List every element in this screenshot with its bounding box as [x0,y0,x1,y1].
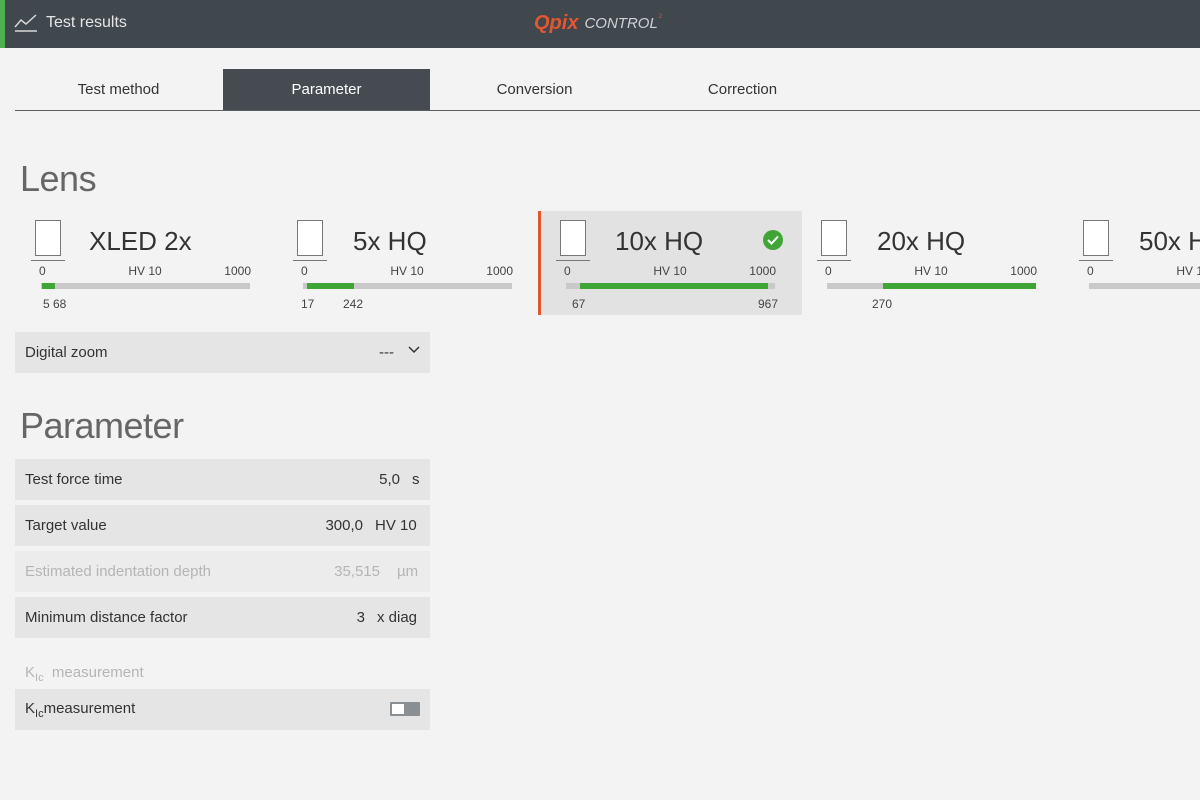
check-icon [763,230,783,250]
scale-min: 0 [564,264,571,278]
range-low: 5 [43,297,50,311]
indentation-depth-label: Estimated indentation depth [25,563,211,580]
range-bar [41,283,250,289]
range-high: 68 [53,297,67,311]
lens-icon [1079,220,1113,261]
indentation-depth-row: Estimated indentation depth 35,515 µm [15,551,430,592]
lens-name: XLED 2x [89,226,192,256]
min-distance-value[interactable]: 3 [356,609,365,626]
target-value-row[interactable]: Target value 300,0 HV 10 [15,505,430,546]
page-title: Test results [46,14,127,31]
chart-icon[interactable] [14,12,38,32]
lens-card-xled-2x[interactable]: XLED 2x 0 HV 10 1000 5 68 [14,211,276,315]
kic-row-sub: Ic [35,708,44,720]
min-distance-row[interactable]: Minimum distance factor 3 x diag [15,597,430,638]
scale-min: 0 [825,264,832,278]
kic-heading: KIc measurement [25,664,144,684]
lens-section-title: Lens [20,158,97,199]
range-bar [566,283,775,289]
min-distance-unit: x diag [377,609,418,626]
scale-max: 1000 [224,264,251,278]
brand-name: Qpix [534,12,579,34]
range-bar [303,283,512,289]
kic-measurement-toggle[interactable] [390,702,420,716]
lens-icon [556,220,590,261]
digital-zoom-select[interactable]: Digital zoom --- [15,332,430,373]
lens-name: 10x HQ [615,226,704,256]
range-fill [307,283,354,289]
chevron-down-icon [408,346,420,354]
min-distance-label: Minimum distance factor [25,609,188,626]
lens-card-10x-hq[interactable]: 10x HQ 0 HV 10 1000 67 967 [538,211,802,315]
lens-card-50x-hq[interactable]: 50x HQ 0 HV 10 [1062,211,1200,315]
kic-row-k: K [25,700,36,717]
lens-name: 20x HQ [877,226,966,256]
target-value-label: Target value [25,517,107,534]
scale-unit: HV 10 [914,264,948,278]
lens-icon [817,220,851,261]
tab-conversion[interactable]: Conversion [496,81,573,98]
digital-zoom-label: Digital zoom [25,344,108,361]
range-bar [827,283,1036,289]
lens-icon [31,220,65,261]
range-fill [883,283,1036,289]
kic-sub: Ic [35,672,44,684]
kic-row-text: measurement [43,700,136,717]
kic-measurement-label: KIcmeasurement [25,700,135,720]
scale-min: 0 [39,264,46,278]
scale-unit: HV 10 [390,264,424,278]
scale-unit: HV 10 [653,264,687,278]
range-high: 242 [343,297,364,311]
scale-unit: HV 10 [128,264,162,278]
indentation-depth-value: 35,515 [334,563,380,580]
target-value-value[interactable]: 300,0 [325,517,363,534]
parameter-section-title: Parameter [20,405,184,446]
test-force-time-unit: s [412,471,420,488]
test-force-time-label: Test force time [25,471,123,488]
scale-max: 1000 [1010,264,1037,278]
range-bar [1089,283,1200,289]
tab-test-method[interactable]: Test method [77,81,160,98]
range-high: 967 [758,297,779,311]
scale-max: 1000 [749,264,776,278]
top-bar: Test results Qpix CONTROL 2 [0,0,1200,48]
target-value-unit: HV 10 [375,517,417,534]
lens-icon [293,220,327,261]
brand-sup: 2 [658,14,663,20]
scale-unit: HV 10 [1176,264,1200,278]
lens-card-5x-hq[interactable]: 5x HQ 0 HV 10 1000 17 242 [276,211,538,315]
tab-parameter[interactable]: Parameter [223,69,430,110]
scale-min: 0 [301,264,308,278]
tab-correction[interactable]: Correction [707,81,778,98]
range-fill [42,283,55,289]
toggle-knob [392,704,404,714]
lens-name: 5x HQ [353,226,427,256]
range-low: 270 [872,297,893,311]
kic-measurement-row[interactable]: KIcmeasurement [15,689,430,730]
range-fill [580,283,768,289]
scale-max: 1000 [486,264,513,278]
indentation-depth-unit: µm [397,563,419,580]
scale-min: 0 [1087,264,1094,278]
lens-card-20x-hq[interactable]: 20x HQ 0 HV 10 1000 270 [800,211,1062,315]
brand-logo: Qpix CONTROL 2 [534,12,662,36]
test-force-time-row[interactable]: Test force time 5,0 s [15,459,430,500]
digital-zoom-value: --- [379,344,394,361]
brand-suffix: CONTROL [584,15,658,32]
range-low: 17 [301,297,315,311]
tab-bar: Test method Parameter Conversion Correct… [15,69,1200,111]
kic-k: K [25,664,36,681]
range-low: 67 [572,297,586,311]
kic-text: measurement [51,664,144,681]
status-accent [0,0,5,48]
lens-name: 50x HQ [1139,226,1200,256]
test-force-time-value[interactable]: 5,0 [379,471,400,488]
